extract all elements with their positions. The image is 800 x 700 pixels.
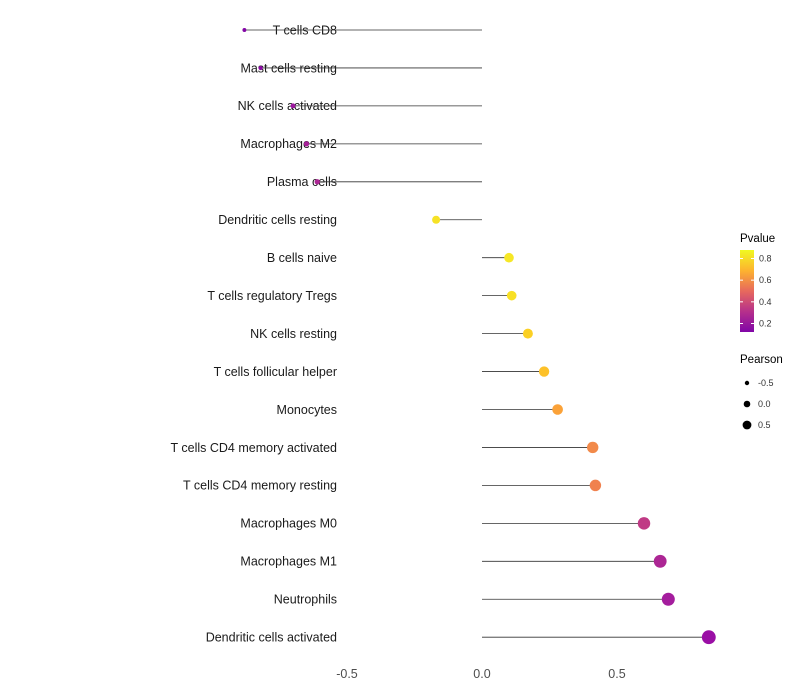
lollipop-dot	[552, 404, 563, 415]
row-label: Plasma cells	[267, 175, 337, 189]
lollipop-dot	[661, 592, 675, 606]
lollipop-dot	[589, 479, 602, 492]
pearson-size-label: 0.5	[758, 420, 771, 430]
row-label: T cells CD4 memory resting	[183, 479, 337, 493]
lollipop-dot	[314, 179, 321, 185]
chart-row: Plasma cells	[267, 175, 482, 189]
lollipop-dot	[290, 103, 296, 109]
lollipop-dot	[506, 290, 517, 301]
pvalue-tick-label: 0.6	[759, 275, 772, 285]
lollipop-dot	[637, 517, 651, 530]
lollipop-dot	[587, 441, 599, 454]
pearson-size-dot	[742, 420, 752, 430]
chart-row: Macrophages M0	[240, 517, 651, 531]
row-label: Macrophages M0	[240, 517, 337, 531]
chart-row: B cells naive	[267, 251, 514, 265]
row-label: T cells follicular helper	[214, 365, 337, 379]
chart-row: NK cells activated	[238, 99, 482, 113]
pearson-legend-title: Pearson	[740, 354, 783, 366]
pvalue-tick-label: 0.2	[759, 319, 772, 329]
chart-row: Dendritic cells activated	[206, 630, 716, 645]
chart-row: NK cells resting	[250, 327, 533, 341]
x-tick-label: 0.0	[473, 667, 490, 681]
pvalue-colorbar	[740, 250, 754, 332]
pvalue-legend-title: Pvalue	[740, 233, 775, 245]
pvalue-tick-label: 0.8	[759, 254, 772, 264]
row-label: Macrophages M2	[240, 137, 337, 151]
row-label: Macrophages M1	[240, 555, 337, 569]
row-label: Dendritic cells activated	[206, 631, 337, 645]
pvalue-tick-label: 0.4	[759, 297, 772, 307]
chart-row: Macrophages M1	[240, 554, 667, 569]
chart-row: T cells CD4 memory resting	[183, 479, 602, 493]
lollipop-dot	[258, 65, 263, 71]
x-tick-label: -0.5	[336, 667, 358, 681]
chart-row: T cells follicular helper	[214, 365, 550, 379]
chart-row: Mast cells resting	[240, 61, 482, 75]
chart-row: Macrophages M2	[240, 137, 482, 151]
row-label: B cells naive	[267, 251, 337, 265]
row-label: T cells regulatory Tregs	[207, 289, 337, 303]
pearson-size-dot	[744, 380, 750, 386]
lollipop-dot	[522, 328, 533, 339]
chart-row: Monocytes	[277, 403, 563, 417]
lollipop-dot	[504, 252, 514, 263]
lollipop-dot	[432, 215, 441, 224]
pearson-size-label: 0.0	[758, 399, 771, 409]
row-label: NK cells resting	[250, 327, 337, 341]
chart-row: Dendritic cells resting	[218, 213, 482, 227]
chart-row: T cells CD8	[242, 23, 482, 37]
pearson-size-dot	[743, 400, 751, 408]
lollipop-dot	[303, 141, 310, 147]
row-label: Neutrophils	[274, 593, 337, 607]
row-label: T cells CD4 memory activated	[171, 441, 338, 455]
x-tick-label: 0.5	[608, 667, 625, 681]
row-label: Monocytes	[277, 403, 337, 417]
lollipop-dot	[653, 554, 667, 568]
chart-row: T cells CD4 memory activated	[171, 441, 599, 455]
lollipop-dot	[242, 28, 247, 32]
row-label: NK cells activated	[238, 99, 337, 113]
lollipop-dot	[538, 366, 550, 377]
chart-row: T cells regulatory Tregs	[207, 289, 517, 303]
lollipop-dot	[701, 630, 716, 645]
row-label: Dendritic cells resting	[218, 213, 337, 227]
chart-row: Neutrophils	[274, 593, 675, 607]
pearson-size-label: -0.5	[758, 378, 774, 388]
